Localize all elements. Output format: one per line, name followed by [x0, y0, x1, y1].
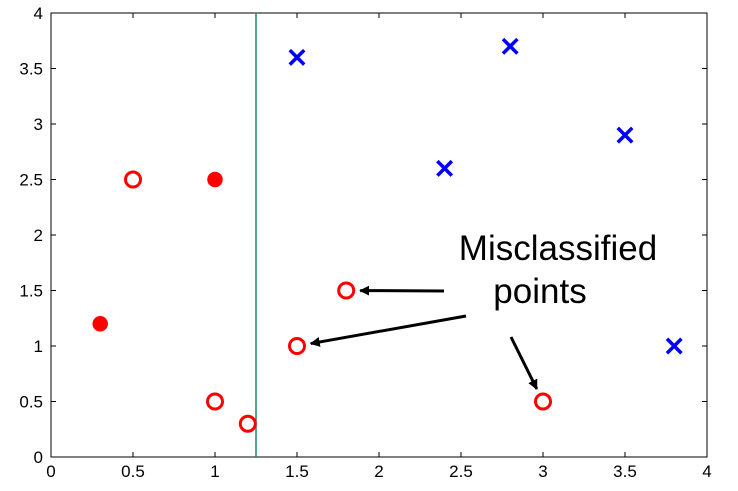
- axis-ticks: [50, 12, 708, 458]
- point-cross: [616, 126, 634, 144]
- y-tick-label: 3.5: [19, 60, 43, 79]
- point-open-circle: [534, 392, 552, 411]
- point-cross: [665, 337, 683, 355]
- point-filled-circle: [207, 171, 223, 188]
- annotation-line-1: Misclassified: [459, 229, 657, 268]
- point-open-circle: [124, 170, 142, 189]
- y-tick-label: 2.5: [19, 171, 43, 190]
- point-open-circle: [238, 414, 257, 433]
- x-tick-label: 4: [702, 462, 711, 481]
- y-tick-label: 3: [34, 115, 43, 134]
- point-cross: [436, 159, 454, 177]
- x-tick-label: 0.5: [121, 462, 145, 481]
- y-tick-label: 1: [34, 337, 43, 356]
- x-axis-tick-labels: 0 0.5 1 1.5 2 2.5 3 3.5 4: [46, 462, 711, 481]
- x-tick-label: 3.5: [613, 462, 637, 481]
- x-tick-label: 1.5: [285, 462, 309, 481]
- x-tick-label: 1: [210, 462, 219, 481]
- point-cross: [501, 37, 519, 55]
- point-open-circle: [337, 281, 356, 300]
- y-tick-label: 0.5: [19, 393, 43, 412]
- plot-area: [50, 12, 708, 458]
- y-axis-tick-labels: 0 0.5 1 1.5 2 2.5 3 3.5 4: [19, 4, 43, 467]
- annotation-line-2: points: [493, 272, 586, 311]
- y-tick-label: 1.5: [19, 282, 43, 301]
- x-tick-label: 2: [374, 462, 383, 481]
- data-points: [92, 37, 683, 433]
- x-tick-label: 3: [538, 462, 547, 481]
- y-tick-label: 0: [34, 448, 43, 467]
- x-tick-label: 0: [46, 462, 55, 481]
- annotation-arrow: [509, 336, 539, 390]
- point-open-circle: [288, 337, 306, 355]
- annotation-arrow: [309, 314, 467, 347]
- y-tick-label: 2: [34, 226, 43, 245]
- point-cross: [288, 48, 306, 66]
- annotation-arrows: [309, 285, 539, 390]
- y-tick-label: 4: [34, 4, 43, 23]
- point-filled-circle: [92, 316, 108, 332]
- point-open-circle: [206, 392, 224, 411]
- x-tick-label: 2.5: [449, 462, 473, 481]
